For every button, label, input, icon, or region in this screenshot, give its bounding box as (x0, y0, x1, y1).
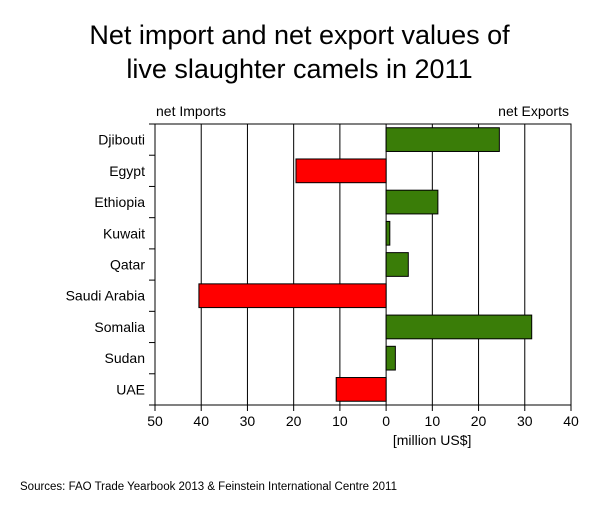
bar-qatar (385, 252, 409, 277)
x-tick-label: 30 (517, 413, 533, 429)
bar-uae (335, 377, 387, 402)
chart-title: Net import and net export values of live… (0, 18, 599, 86)
category-label: Djibouti (98, 132, 145, 148)
category-label: Egypt (109, 163, 145, 179)
x-tick-label: 30 (240, 413, 256, 429)
bar-egypt (295, 158, 387, 184)
x-tick-label: 40 (563, 413, 579, 429)
x-tick-label: 50 (147, 413, 163, 429)
net-exports-label: net Exports (498, 103, 569, 119)
category-label: Somalia (94, 319, 145, 335)
category-label: Qatar (110, 257, 145, 273)
bar-kuwait (385, 220, 391, 246)
chart-title-line-2: live slaughter camels in 2011 (126, 54, 473, 84)
bar-djibouti (385, 127, 500, 152)
x-tick-label: 20 (286, 413, 302, 429)
category-label: Ethiopia (94, 194, 145, 210)
x-tick-label: 0 (382, 413, 390, 429)
x-tick-label: 20 (471, 413, 487, 429)
plot-frame (154, 123, 572, 406)
x-axis-label: [million US$] (393, 432, 472, 448)
x-tick-label: 40 (193, 413, 209, 429)
x-tick-label: 10 (425, 413, 441, 429)
bar-saudi-arabia (198, 283, 387, 309)
chart-title-line-1: Net import and net export values of (89, 20, 510, 50)
category-label: Saudi Arabia (66, 288, 146, 304)
category-label: Kuwait (103, 225, 145, 241)
x-tick-label: 10 (332, 413, 348, 429)
bar-sudan (385, 345, 396, 371)
category-label: Sudan (105, 350, 145, 366)
net-imports-label: net Imports (156, 103, 227, 119)
bar-somalia (385, 314, 533, 340)
bar-chart: 50 40 30 20 10 0 10 20 30 40 [million US$] Djibouti… (66, 123, 579, 448)
source-note: Sources: FAO Trade Yearbook 2013 & Feins… (20, 481, 397, 493)
category-label: UAE (116, 381, 145, 397)
bar-ethiopia (385, 189, 439, 215)
